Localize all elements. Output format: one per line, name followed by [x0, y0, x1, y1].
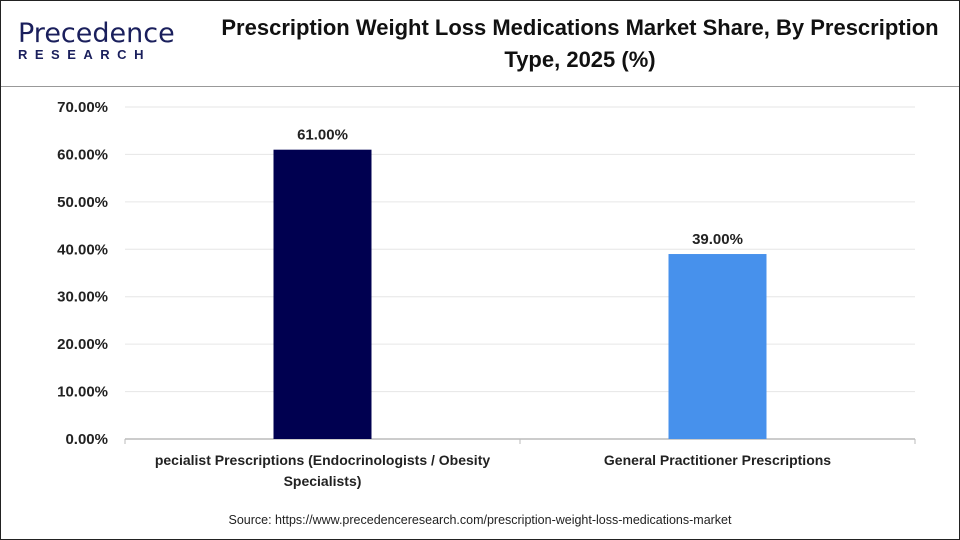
data-label: 61.00% [297, 127, 348, 144]
logo: Precedence RESEARCH [18, 18, 175, 62]
bar [668, 254, 767, 439]
y-tick-label: 50.00% [57, 194, 108, 211]
chart-title: Prescription Weight Loss Medications Mar… [221, 15, 939, 72]
y-tick-label: 60.00% [57, 146, 108, 163]
source-text: Source: https://www.precedenceresearch.c… [228, 513, 732, 527]
bar [273, 149, 372, 439]
logo-line1: Precedence [18, 18, 175, 49]
x-category-label: Specialists) [284, 473, 362, 489]
y-tick-label: 70.00% [57, 99, 108, 116]
y-tick-label: 20.00% [57, 336, 108, 353]
data-label: 39.00% [692, 231, 743, 248]
y-tick-label: 0.00% [65, 431, 108, 448]
y-tick-label: 40.00% [57, 241, 108, 258]
y-tick-label: 30.00% [57, 289, 108, 306]
x-category-label: General Practitioner Prescriptions [604, 452, 831, 468]
header-divider [1, 86, 959, 87]
y-tick-label: 10.00% [57, 384, 108, 401]
logo-line2: RESEARCH [18, 47, 151, 62]
x-category-label: pecialist Prescriptions (Endocrinologist… [155, 452, 491, 468]
